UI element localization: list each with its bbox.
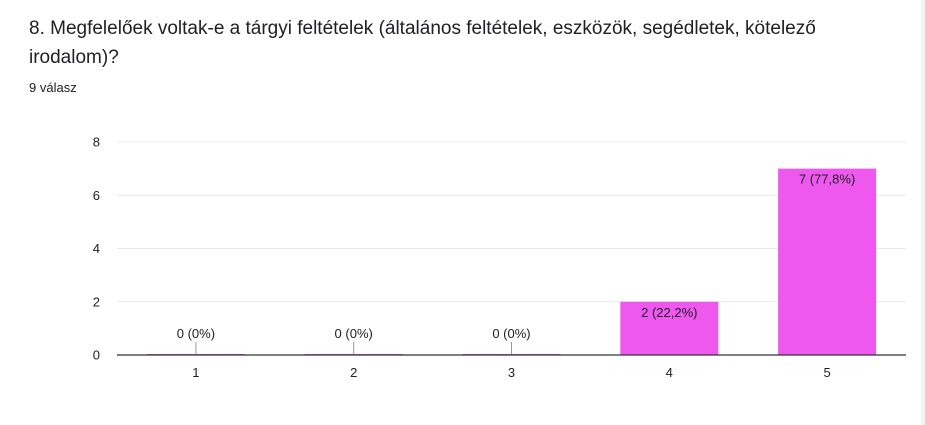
data-label: 0 (0%) xyxy=(492,326,530,341)
x-tick-label: 2 xyxy=(350,365,357,380)
y-tick-label: 4 xyxy=(93,241,100,256)
y-tick-label: 0 xyxy=(93,348,100,363)
y-tick-label: 2 xyxy=(93,294,100,309)
scrollbar-track xyxy=(921,0,925,425)
response-count: 9 válasz xyxy=(29,80,77,95)
question-title: 8. Megfelelőek voltak-e a tárgyi feltéte… xyxy=(29,18,816,68)
data-label: 7 (77,8%) xyxy=(799,172,855,187)
x-tick-label: 3 xyxy=(508,365,515,380)
data-label: 0 (0%) xyxy=(335,326,373,341)
x-tick-label: 1 xyxy=(192,365,199,380)
data-label: 0 (0%) xyxy=(177,326,215,341)
y-tick-label: 6 xyxy=(93,188,100,203)
bar xyxy=(778,168,877,355)
data-label: 2 (22,2%) xyxy=(641,305,697,320)
x-tick-label: 4 xyxy=(666,365,673,380)
bar xyxy=(620,301,719,355)
y-tick-label: 8 xyxy=(93,135,100,150)
x-tick-label: 5 xyxy=(823,365,830,380)
